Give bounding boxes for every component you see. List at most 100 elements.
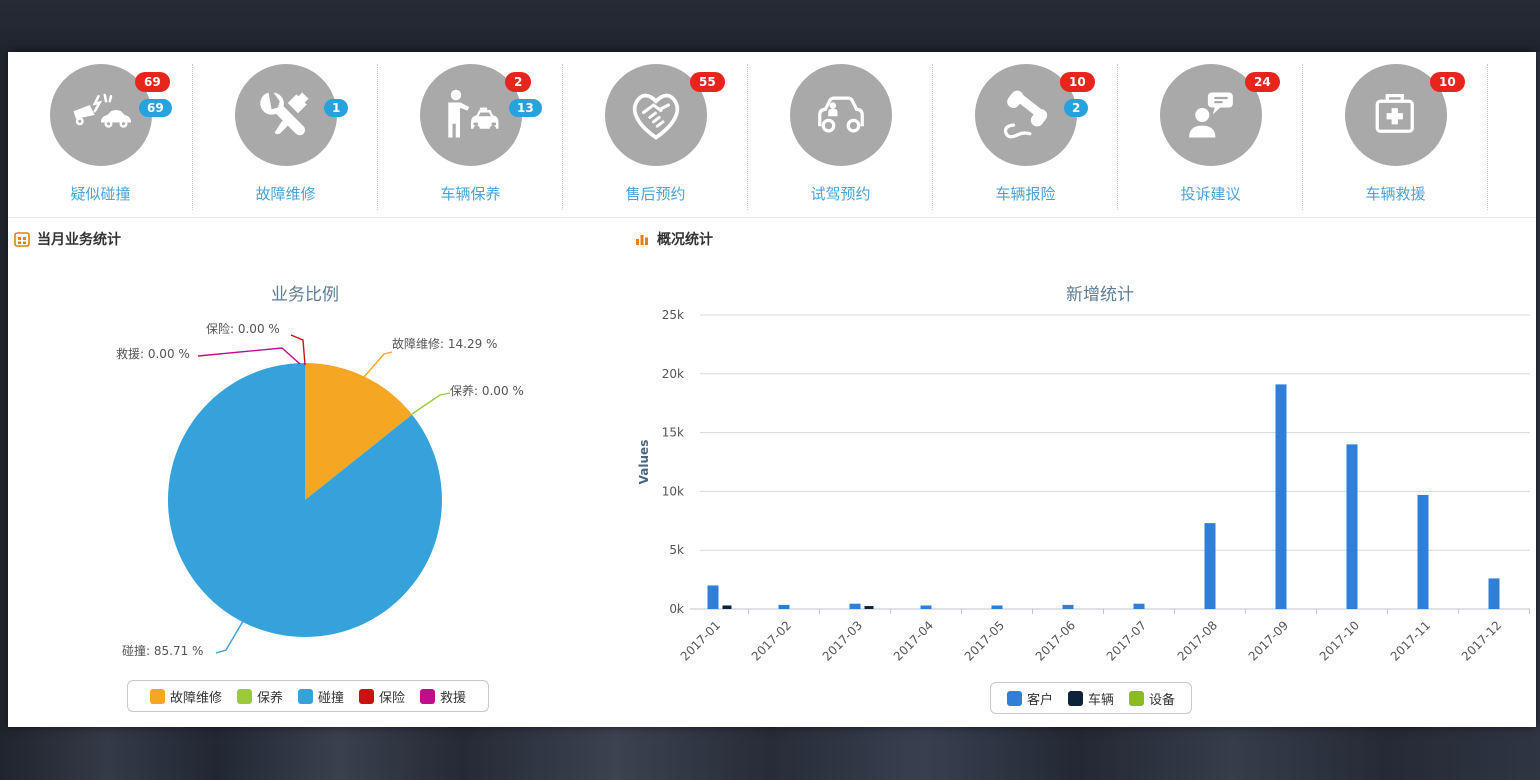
bar-客户-2017-01[interactable] <box>707 585 719 609</box>
quick-action-label: 车辆保养 <box>440 185 501 203</box>
bar-客户-2017-06[interactable] <box>1062 604 1074 609</box>
car-crash-icon[interactable] <box>49 64 152 166</box>
quick-action-label: 疑似碰撞 <box>70 185 131 203</box>
pie-legend-item-1[interactable]: 保养 <box>236 687 283 706</box>
x-tick-label: 2017-02 <box>749 618 794 663</box>
quick-action[interactable]: 55 售后预约 <box>563 56 748 214</box>
badge-blue: 13 <box>509 99 542 117</box>
y-tick-label: 20k <box>662 367 684 381</box>
x-tick-label: 2017-09 <box>1246 618 1291 663</box>
quick-actions-row: 69 69 疑似碰撞 1 故障维修 2 13 车辆保养 55 售后预约 试驾预约 <box>8 56 1493 214</box>
y-tick-label: 15k <box>662 426 684 440</box>
x-tick-label: 2017-08 <box>1175 618 1220 663</box>
pie-connector-3 <box>290 334 306 366</box>
y-tick-label: 0k <box>669 602 684 616</box>
quick-action-label: 投诉建议 <box>1180 185 1241 203</box>
pie-connector-0 <box>363 351 393 378</box>
legend-swatch <box>236 688 252 704</box>
pie-callout-label-4: 救援: 0.00 % <box>116 347 190 361</box>
bar-客户-2017-11[interactable] <box>1417 494 1429 609</box>
section-header-overview: 概况统计 <box>634 229 713 249</box>
calendar-stats-icon <box>14 231 30 247</box>
pie-callout-label-1: 保养: 0.00 % <box>450 384 524 398</box>
first-aid-kit-icon[interactable] <box>1344 64 1447 166</box>
y-tick-label: 25k <box>662 308 684 322</box>
bar-客户-2017-03[interactable] <box>849 603 861 609</box>
quick-action[interactable]: 69 69 疑似碰撞 <box>8 56 193 214</box>
legend-swatch <box>420 688 436 704</box>
quick-action-label: 售后预约 <box>625 185 686 203</box>
badge-blue: 2 <box>1064 99 1089 117</box>
bar-客户-2017-09[interactable] <box>1275 384 1287 609</box>
bar-客户-2017-12[interactable] <box>1488 578 1500 609</box>
pie-legend: 故障维修 保养 碰撞 保险 救援 <box>127 680 489 712</box>
badge-blue: 1 <box>324 99 349 117</box>
bar-chart-title: 新增统计 <box>1066 285 1134 305</box>
quick-action[interactable]: 1 故障维修 <box>193 56 378 214</box>
legend-label: 故障维修 <box>169 690 222 706</box>
bar-legend: 客户 车辆 设备 <box>990 682 1192 714</box>
telephone-icon[interactable] <box>974 64 1077 166</box>
pie-legend-item-3[interactable]: 保险 <box>359 687 405 706</box>
legend-label: 保养 <box>256 690 283 706</box>
badge-red: 10 <box>1060 72 1095 92</box>
bar-legend-item-0[interactable]: 客户 <box>1006 689 1053 708</box>
quick-action[interactable]: 10 车辆救援 <box>1303 56 1488 214</box>
person-taxi-icon[interactable] <box>419 64 522 166</box>
y-tick-label: 10k <box>662 484 684 498</box>
bar-chart: 0k 5k 10k 15k 20k 25k Values 2017-01 2017-02 2017… <box>637 308 1530 664</box>
pie-legend-item-4[interactable]: 救援 <box>420 687 466 706</box>
bar-legend-item-1[interactable]: 车辆 <box>1067 689 1114 708</box>
section-title-monthly-business: 当月业务统计 <box>37 232 121 248</box>
dashboard-panel: 69 69 疑似碰撞 1 故障维修 2 13 车辆保养 55 售后预约 试驾预约 <box>8 52 1536 727</box>
quick-action-label: 车辆报险 <box>995 185 1056 203</box>
badge-red: 2 <box>505 72 532 92</box>
quick-action-label: 车辆救援 <box>1365 185 1426 203</box>
repair-tools-icon[interactable] <box>234 64 337 166</box>
handshake-heart-icon[interactable] <box>604 64 707 166</box>
bar-车辆-2017-01[interactable] <box>722 605 732 609</box>
legend-label: 车辆 <box>1087 692 1114 708</box>
legend-label: 救援 <box>440 690 467 706</box>
badge-red: 69 <box>135 72 170 92</box>
legend-swatch <box>297 688 313 704</box>
x-tick-label: 2017-06 <box>1033 618 1078 663</box>
badge-red: 10 <box>1430 72 1465 92</box>
bar-客户-2017-08[interactable] <box>1204 523 1216 609</box>
pie-slice-0[interactable] <box>305 363 413 500</box>
pie-connector-1 <box>411 392 451 415</box>
bar-客户-2017-02[interactable] <box>778 604 790 609</box>
legend-swatch <box>149 688 165 704</box>
complaint-icon[interactable] <box>1159 64 1262 166</box>
x-tick-label: 2017-07 <box>1104 618 1149 663</box>
badge-red: 55 <box>690 72 725 92</box>
badge-red: 24 <box>1245 72 1280 92</box>
bar-客户-2017-10[interactable] <box>1346 444 1358 609</box>
legend-label: 客户 <box>1026 692 1053 708</box>
quick-action[interactable]: 2 13 车辆保养 <box>378 56 563 214</box>
legend-label: 碰撞 <box>317 690 344 706</box>
bar-车辆-2017-03[interactable] <box>864 606 874 609</box>
bar-客户-2017-07[interactable] <box>1133 603 1145 609</box>
bar-chart-icon <box>634 231 650 247</box>
x-tick-label: 2017-10 <box>1317 618 1362 663</box>
bar-客户-2017-05[interactable] <box>991 605 1003 609</box>
test-drive-car-icon[interactable] <box>789 64 892 166</box>
pie-callout-label-3: 保险: 0.00 % <box>206 322 280 336</box>
bar-客户-2017-04[interactable] <box>920 605 932 609</box>
x-tick-label: 2017-04 <box>891 618 936 663</box>
quick-action[interactable]: 10 2 车辆报险 <box>933 56 1118 214</box>
legend-swatch <box>1067 690 1083 706</box>
pie-legend-item-2[interactable]: 碰撞 <box>297 687 344 706</box>
top-dark-bar <box>0 0 1540 52</box>
quick-action-label: 故障维修 <box>255 185 316 203</box>
section-header-monthly-business: 当月业务统计 <box>14 229 121 249</box>
quick-action[interactable]: 试驾预约 <box>748 56 933 214</box>
legend-label: 保险 <box>379 690 406 706</box>
quick-action[interactable]: 24 投诉建议 <box>1118 56 1303 214</box>
pie-slice-2[interactable] <box>167 363 442 637</box>
x-tick-label: 2017-11 <box>1388 618 1433 663</box>
bar-legend-item-2[interactable]: 设备 <box>1129 689 1175 708</box>
pie-legend-item-0[interactable]: 故障维修 <box>149 687 222 706</box>
legend-swatch <box>1006 690 1022 706</box>
